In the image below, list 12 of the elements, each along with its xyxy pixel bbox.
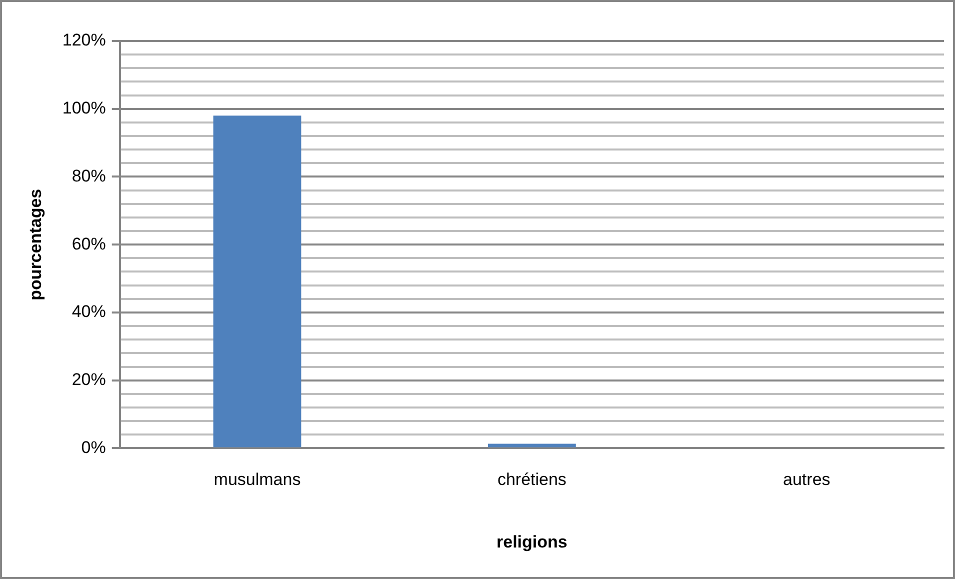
y-tick-label: 40% xyxy=(72,302,106,322)
y-tick-label: 60% xyxy=(72,234,106,254)
y-tick-label: 120% xyxy=(62,30,106,50)
y-tick-label: 100% xyxy=(62,98,106,118)
y-tick-label: 20% xyxy=(72,370,106,390)
x-tick-label: autres xyxy=(783,470,830,490)
y-tick-label: 0% xyxy=(81,438,106,457)
y-tick-label: 80% xyxy=(72,166,106,186)
x-axis-title: religions xyxy=(496,532,568,552)
y-axis-title: pourcentages xyxy=(26,188,45,300)
x-tick-label: chrétiens xyxy=(497,470,566,490)
x-tick-label: musulmans xyxy=(214,470,301,490)
